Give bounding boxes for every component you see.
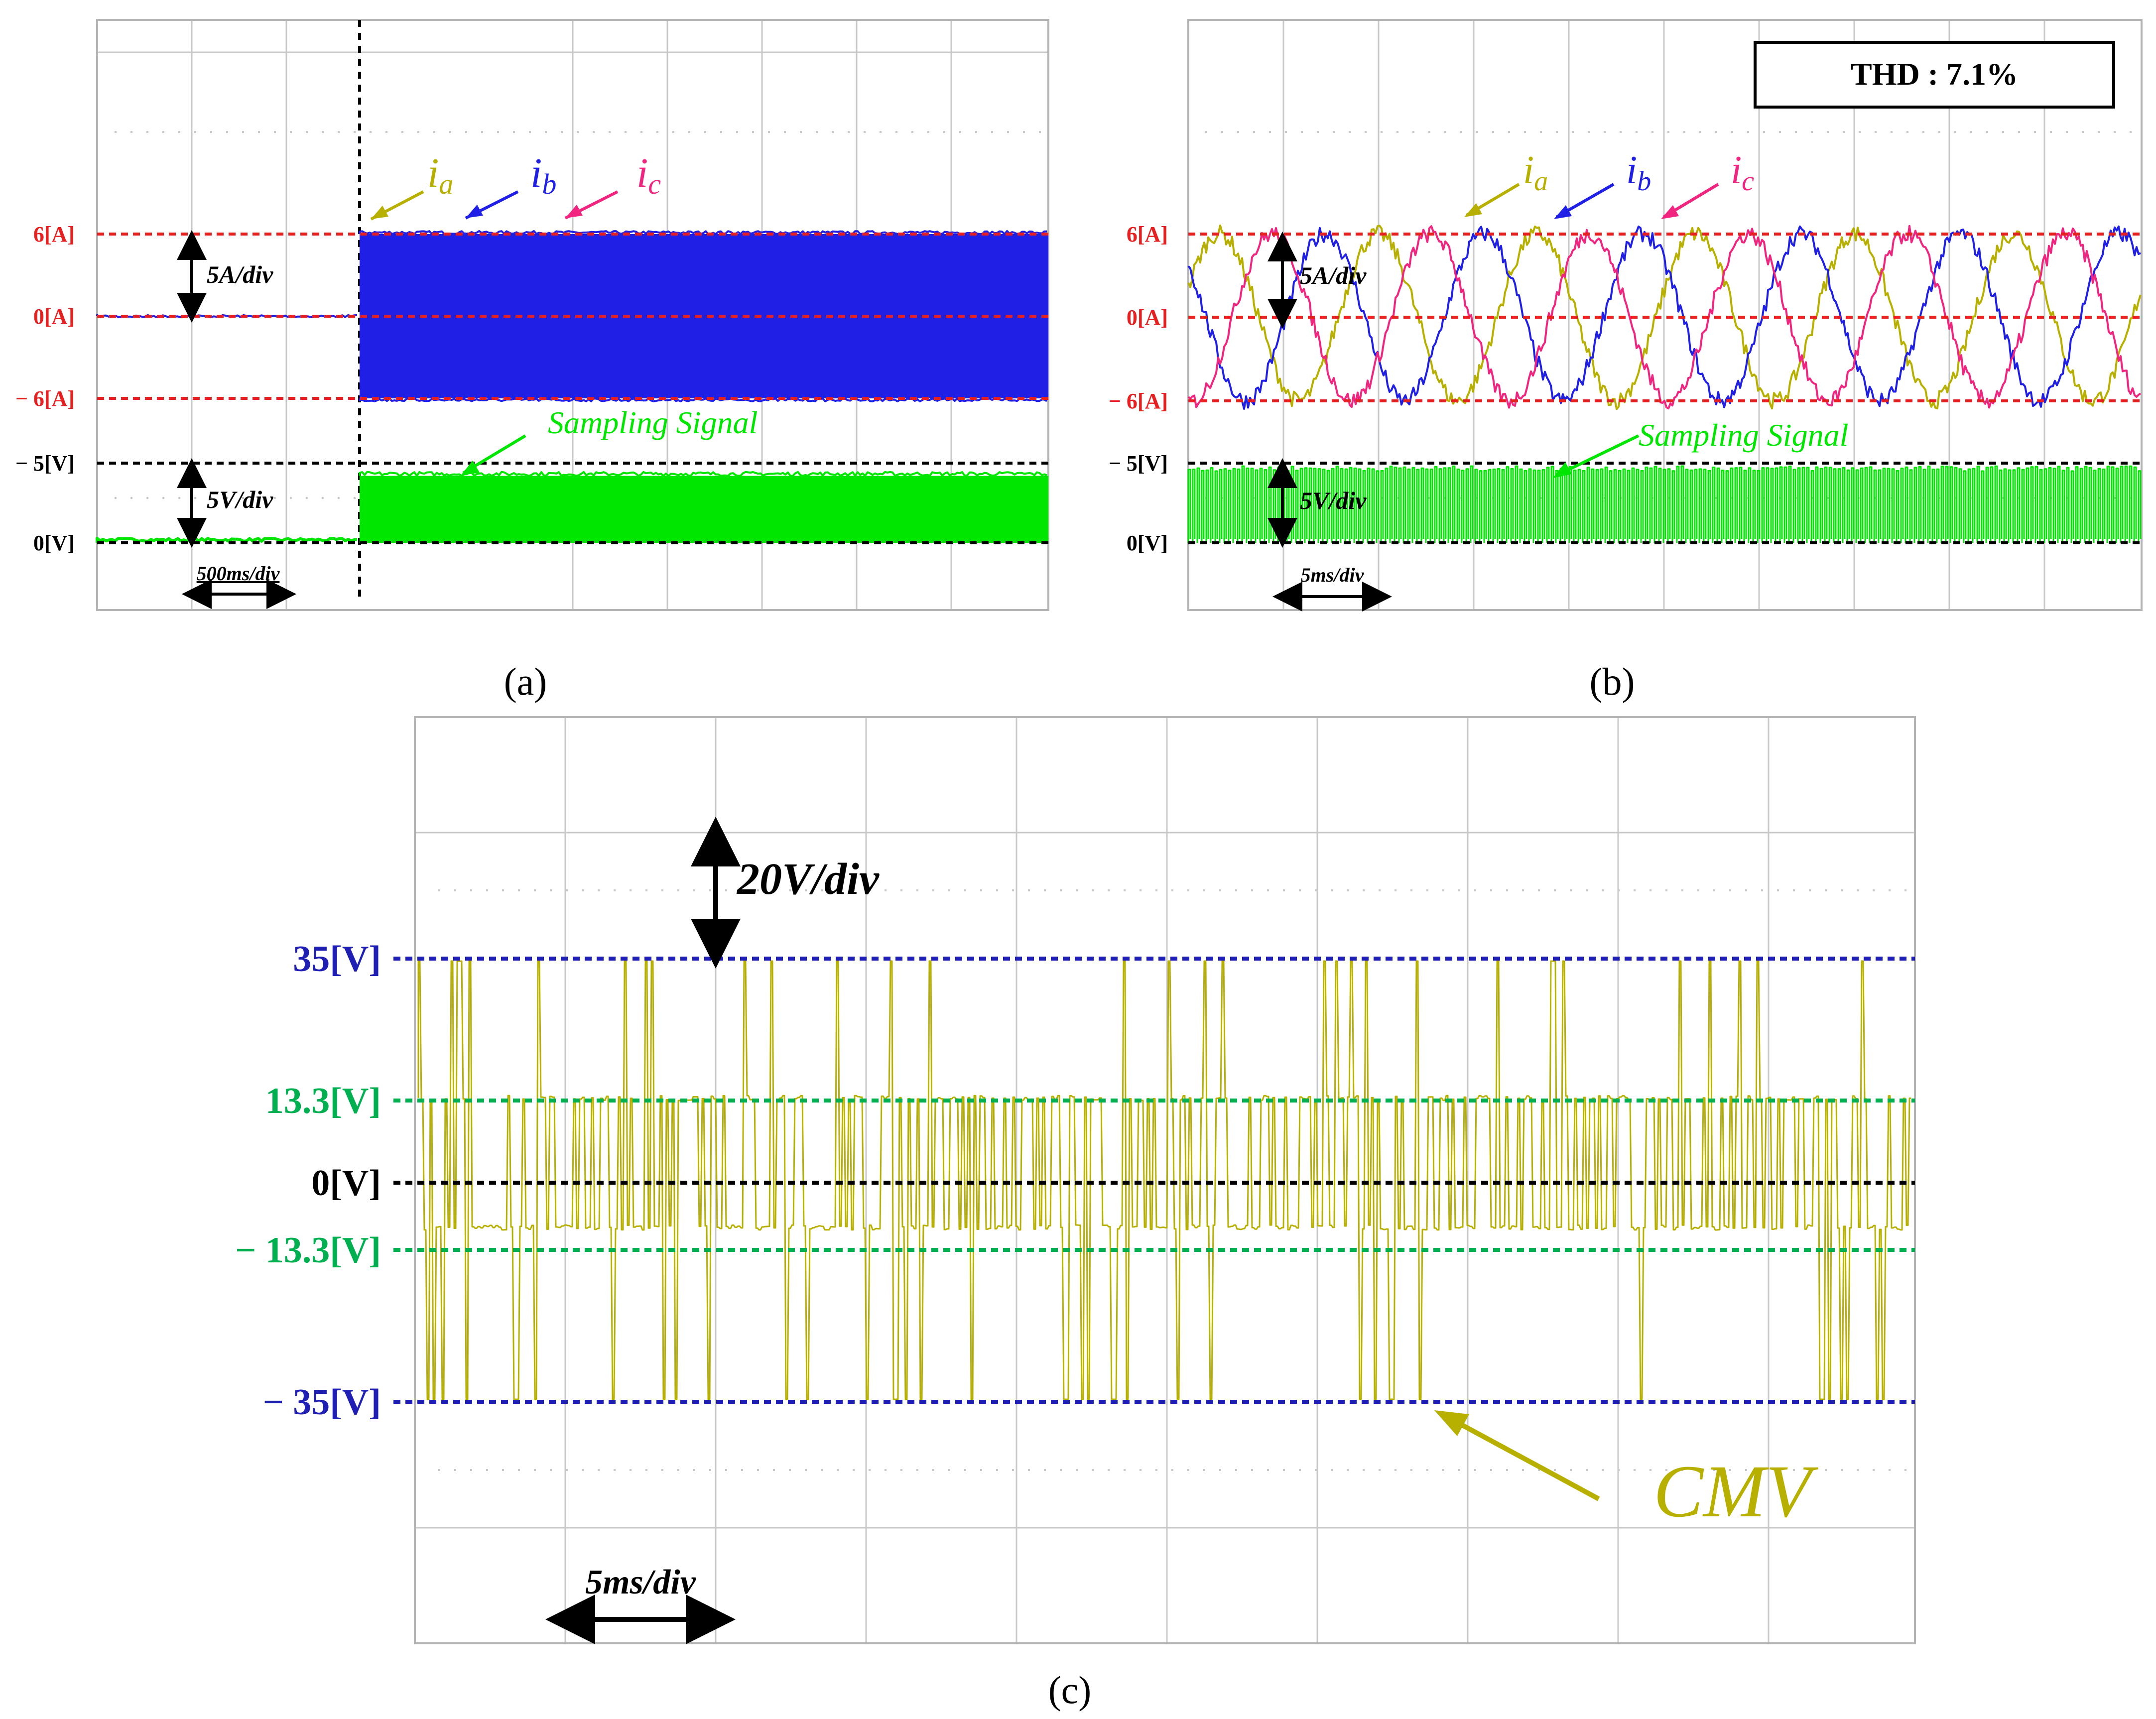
panel-a-ia-i: i — [427, 150, 439, 196]
panel-a-label-0v: 0[V] — [33, 531, 75, 555]
panel-c-label-neg13v: − 13.3[V] — [235, 1230, 381, 1271]
panel-c-grid — [415, 717, 1915, 1643]
panel-a-ia-sub: a — [439, 168, 453, 200]
panel-a-current-band-top — [359, 230, 1047, 235]
panel-a-ia-label: ia — [427, 150, 453, 200]
panel-c-cmv-pointer — [1445, 1414, 1600, 1501]
panel-b-ia-trace — [1187, 224, 2142, 410]
panel-b-ic-sub: c — [1742, 166, 1754, 197]
panel-a-ib-label: ib — [530, 150, 556, 200]
panel-a-caption: (a) — [504, 660, 547, 703]
panel-b-ia-pointer-head — [1464, 203, 1482, 217]
panel-a-ic-sub: c — [648, 168, 661, 200]
panel-a-ic-pointer-head — [565, 205, 583, 218]
panel-b-ib-i: i — [1626, 148, 1637, 192]
panel-a-current-band — [360, 234, 1048, 398]
panel-b-ib-trace — [1187, 225, 2141, 410]
panel-b: 6[A] 0[A] − 6[A] − 5[V] 0[V] THD : 7.1% … — [1109, 19, 2143, 703]
panel-a-label-6a: 6[A] — [33, 222, 75, 246]
panel-b-ic-pointer-head — [1661, 205, 1679, 219]
panel-a-current-band-bottom — [359, 397, 1048, 402]
panel-a: 6[A] 0[A] − 6[A] − 5[V] 0[V] 5A/div 5V/d… — [15, 19, 1049, 703]
panel-a-voltage-scale: 5V/div — [207, 486, 273, 513]
panel-a-ic-label: ic — [636, 150, 661, 200]
panel-b-sampling-pointer — [1555, 434, 1640, 477]
panel-b-current-scale: 5A/div — [1300, 261, 1367, 289]
panel-c-time-scale: 5ms/div — [585, 1563, 696, 1601]
panel-a-ib-sub: b — [542, 168, 556, 200]
panel-b-waveforms — [1187, 224, 2142, 543]
panel-b-time-scale: 5ms/div — [1301, 564, 1365, 586]
panel-b-ic-trace — [1187, 225, 2142, 410]
panel-b-sampling-label: Sampling Signal — [1639, 417, 1848, 453]
panel-b-ic-i: i — [1731, 148, 1742, 192]
panel-b-label-neg6a: − 6[A] — [1109, 389, 1168, 413]
panel-a-current-scale: 5A/div — [207, 260, 273, 288]
panel-a-sampling-label: Sampling Signal — [548, 405, 758, 440]
panel-c-label-13v: 13.3[V] — [265, 1081, 381, 1121]
panel-b-label-6a: 6[A] — [1127, 222, 1168, 246]
panel-b-frame — [1187, 19, 2143, 611]
panel-b-label-5v: − 5[V] — [1109, 451, 1168, 476]
panel-c-label-0v: 0[V] — [311, 1163, 381, 1204]
panel-b-ia-i: i — [1523, 148, 1534, 192]
panel-a-sampling-band — [360, 476, 1048, 543]
panel-a-ib-i: i — [530, 150, 542, 196]
panel-c-cmv-trace — [417, 960, 1911, 1400]
panel-a-ic-i: i — [636, 150, 648, 196]
panel-a-time-scale: 500ms/div — [197, 562, 280, 585]
panel-c-caption: (c) — [1048, 1668, 1092, 1712]
panel-b-ib-sub: b — [1637, 166, 1651, 197]
panel-c-waveforms — [417, 960, 1911, 1400]
panel-b-ia-label: ia — [1523, 148, 1548, 197]
panel-b-ib-label: ib — [1626, 148, 1651, 197]
panel-c: 35[V] 13.3[V] 0[V] − 13.3[V] − 35[V] 20V… — [235, 716, 1916, 1712]
panel-b-label-0v: 0[V] — [1127, 531, 1168, 555]
panel-c-cmv-label: CMV — [1653, 1450, 1819, 1533]
panel-b-ia-sub: a — [1534, 166, 1548, 197]
panel-a-ia-pointer-head — [371, 206, 388, 219]
panel-a-label-5v: − 5[V] — [15, 451, 75, 476]
panel-c-voltage-scale: 20V/div — [736, 855, 880, 904]
panel-b-ib-pointer-head — [1554, 205, 1572, 219]
panel-a-sampling-pointer-head — [461, 461, 480, 476]
panel-b-ic-label: ic — [1731, 148, 1754, 197]
panel-b-thd-box — [1754, 41, 2115, 109]
panel-a-pre-step-sampling — [96, 537, 358, 543]
panel-c-cmv-pointer-head — [1434, 1410, 1469, 1436]
panel-a-label-0a: 0[A] — [33, 304, 75, 329]
panel-a-ib-pointer-head — [466, 205, 483, 218]
panel-c-frame — [414, 716, 1916, 1644]
panel-c-label-neg35v: − 35[V] — [263, 1382, 381, 1423]
panel-b-thd-label: THD : 7.1% — [1851, 56, 2018, 92]
panel-a-label-neg6a: − 6[A] — [15, 386, 75, 411]
panel-b-voltage-scale: 5V/div — [1300, 487, 1367, 514]
panel-b-sampling-pointer-head — [1553, 462, 1572, 478]
panel-b-caption: (b) — [1590, 660, 1635, 703]
panel-b-label-0a: 0[A] — [1127, 305, 1168, 330]
panel-c-label-35v: 35[V] — [293, 939, 381, 980]
